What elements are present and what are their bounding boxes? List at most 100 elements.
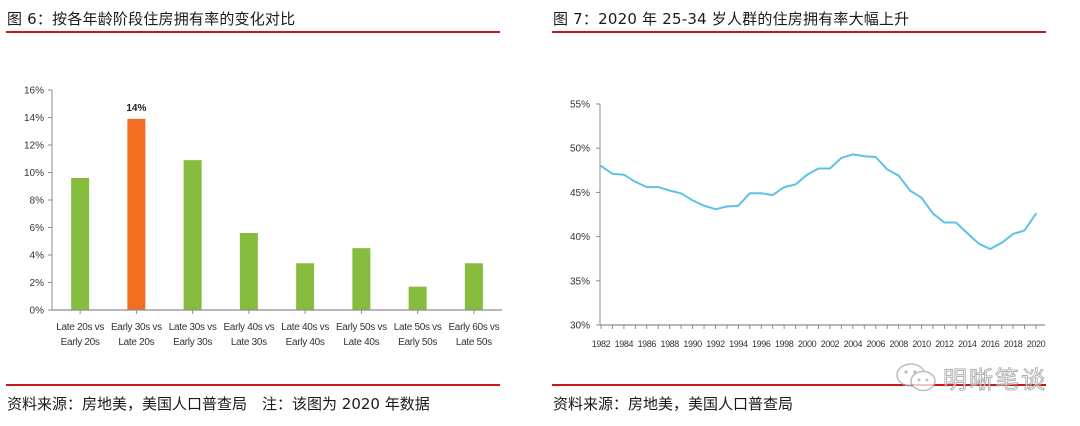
line-x-tick-label: 2002 [821,339,840,349]
figure-7-title: 图 7：2020 年 25-34 岁人群的住房拥有率大幅上升 [553,10,910,28]
figure-6-title: 图 6：按各年龄阶段住房拥有率的变化对比 [7,10,296,28]
wechat-icon [896,362,936,391]
bar-y-tick-label: 2% [30,278,45,289]
bar-1 [71,178,90,310]
line-point [977,242,980,245]
bar-x-tick-label: Early 30s [173,337,212,348]
line-x-tick-label: 1990 [683,339,702,349]
bar-x-tick-label: Late 50s [456,337,492,348]
bar-x-tick-label: Early 40s vs [223,322,274,333]
line-y-tick-label: 55% [570,100,590,111]
line-point [909,189,911,192]
bar-y-tick-label: 10% [24,168,44,179]
line-point [955,221,957,224]
line-x-tick-label: 1986 [638,339,657,349]
line-point [852,153,854,156]
line-point [737,204,740,207]
line-point [668,189,671,192]
line-x-tick-label: 1996 [752,339,771,349]
line-x-tick-label: 1994 [729,339,748,349]
line-point [989,248,992,250]
figure-7-source: 资料来源：房地美，美国人口普查局 [553,395,794,413]
line-chart: 30% 35% 40% 45% 50% 55% 1982 1984 1986 1988 1990 1… [570,100,1046,350]
line-point [771,194,774,196]
bar-x-tick-label: Early 50s vs [336,322,387,333]
bar-2 [127,118,146,310]
line-point [840,157,843,159]
line-point [886,168,888,171]
bar-y-tick-label: 0% [30,306,45,317]
line-point [623,173,625,176]
bar-x-tick-label: Late 20s vs [56,322,104,333]
bar-x-tick-label: Late 40s vs [281,322,329,333]
line-y-tick-label: 40% [570,232,590,243]
source-rule [552,384,1046,386]
line-x-tick-label: 1998 [775,339,794,349]
bar-data-label: 14% [126,103,146,114]
bar-y-tick-label: 12% [24,141,44,152]
source-rule [6,384,500,386]
line-y-axis: 30% 35% 40% 45% 50% 55% [570,100,601,332]
line-point [943,221,946,224]
line-x-tick-label: 2010 [912,339,931,349]
line-point [749,192,751,195]
line-series [600,153,1037,250]
bar-y-tick-label: 6% [30,223,45,234]
line-point [634,180,637,183]
line-point [1000,241,1003,244]
figure-6-source: 资料来源：房地美，美国人口普查局 注：该图为 2020 年数据 [7,395,430,413]
line-x-tick-label: 2004 [844,339,863,349]
bar-y-tick-label: 8% [30,196,45,207]
bar-chart: 0% 2% 4% 6% 8% 10% 12% 14% 16% 14% Late 20s vs Ea… [24,86,502,348]
bar-7 [408,286,427,310]
watermark: 明晰笔谈 [895,360,1047,395]
line-point [691,199,694,202]
line-point [966,232,969,234]
line-point [600,165,602,167]
bar-x-tick-label: Early 40s [286,337,325,348]
bar-y-tick-label: 16% [24,86,44,97]
line-x-tick-label: 2020 [1027,339,1046,349]
bar-x-axis: Late 20s vs Early 20s Early 30s vs Late 20s… [52,309,502,348]
line-x-axis: 1982 1984 1986 1988 1990 1992 1994 1996 1998 2000… [592,324,1046,349]
bar-x-tick-label: Late 30s vs [169,322,217,333]
line-x-tick-label: 2006 [867,339,886,349]
bar-x-tick-label: Early 30s vs [111,322,162,333]
line-point [829,167,831,170]
line-point [1023,229,1026,232]
line-point [920,196,923,199]
bar-4 [239,233,258,310]
line-point [714,208,717,210]
line-x-tick-label: 2018 [1004,339,1023,349]
figure-7-panel: 图 7：2020 年 25-34 岁人群的住房拥有率大幅上升 30% 35% 40%… [540,0,1080,426]
line-point [760,192,763,195]
line-y-tick-label: 30% [570,321,590,332]
bar-x-tick-label: Early 20s [61,337,100,348]
line-point [817,167,820,170]
bar-3 [183,160,202,310]
bar-6 [352,248,371,310]
line-x-tick-label: 1984 [615,339,634,349]
line-y-tick-label: 50% [570,144,590,155]
line-point [806,173,808,176]
line-x-tick-label: 2000 [798,339,817,349]
bar-x-tick-label: Late 50s vs [394,322,442,333]
line-point [794,183,797,186]
line-y-tick-label: 35% [570,276,590,287]
line-point [611,173,614,175]
line-y-tick-label: 45% [570,188,590,199]
line-point [1035,212,1037,215]
line-x-tick-label: 1988 [660,339,679,349]
bar-x-tick-label: Late 30s [231,337,267,348]
line-point [874,156,877,158]
bar-x-tick-label: Late 40s [343,337,379,348]
line-point [726,205,728,208]
line-x-tick-label: 2012 [935,339,954,349]
line-point [703,204,705,207]
line-x-tick-label: 1982 [592,339,611,349]
bar-series: 14% [71,103,483,310]
bar-5 [296,263,315,310]
line-point [897,174,900,177]
bar-8 [464,263,483,310]
bar-y-tick-label: 4% [30,251,45,262]
